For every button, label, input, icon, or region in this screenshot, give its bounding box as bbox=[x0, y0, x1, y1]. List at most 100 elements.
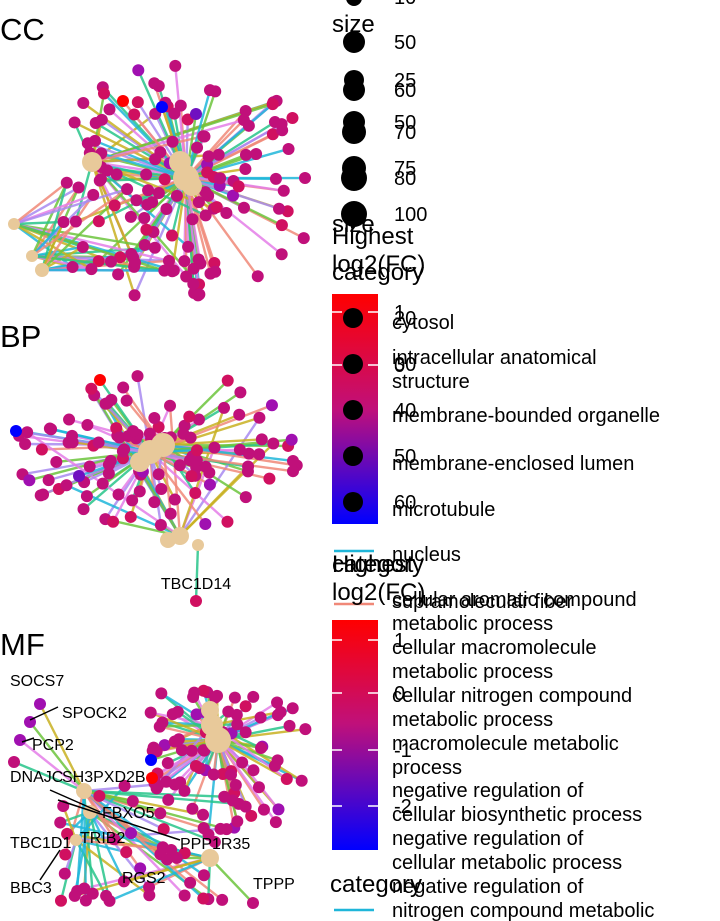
gene-node bbox=[231, 815, 244, 828]
gene-node bbox=[140, 223, 153, 236]
edge bbox=[83, 790, 191, 884]
gene-node bbox=[134, 862, 147, 875]
gene-label: TRIB2 bbox=[80, 830, 125, 847]
gene-node bbox=[283, 719, 296, 732]
gene-node bbox=[194, 257, 207, 270]
gene-label: TBC1D1 bbox=[10, 835, 71, 852]
edge bbox=[217, 738, 288, 781]
legend-category-item: structure bbox=[392, 371, 470, 393]
edge bbox=[29, 721, 85, 792]
gene-node bbox=[178, 889, 191, 902]
gene-node bbox=[21, 426, 34, 439]
gene-node bbox=[143, 427, 156, 440]
gene-label: SPOCK2 bbox=[62, 705, 127, 722]
gene-node bbox=[173, 459, 186, 472]
edge bbox=[31, 221, 65, 257]
gene-node bbox=[287, 454, 299, 467]
legend-category-item: membrane-enclosed lumen bbox=[392, 453, 634, 475]
gene-node bbox=[121, 183, 134, 196]
gene-node bbox=[108, 833, 121, 846]
gene-node bbox=[272, 803, 285, 816]
gene-node bbox=[117, 95, 129, 107]
gene-node bbox=[168, 493, 181, 506]
gene-node bbox=[216, 893, 229, 906]
legend-category-item: negative regulation of bbox=[392, 828, 584, 850]
gene-node bbox=[89, 134, 102, 147]
edge bbox=[73, 811, 92, 897]
gene-node bbox=[61, 827, 74, 840]
gene-node bbox=[232, 180, 245, 193]
legend-category-item: cellular aromatic compound bbox=[392, 589, 637, 611]
gene-node bbox=[257, 803, 270, 816]
gene-node bbox=[132, 64, 145, 77]
gene-node bbox=[158, 739, 171, 752]
gene-node bbox=[154, 807, 167, 820]
category-node bbox=[130, 452, 150, 472]
gene-node bbox=[149, 153, 162, 166]
gene-node bbox=[282, 142, 295, 155]
gene-node bbox=[266, 128, 279, 141]
gene-node bbox=[112, 488, 125, 501]
edge bbox=[185, 123, 283, 180]
gene-node bbox=[236, 756, 249, 769]
gene-node bbox=[171, 705, 184, 718]
gene-node bbox=[221, 374, 234, 387]
gene-node bbox=[184, 876, 197, 889]
category-node bbox=[160, 532, 176, 548]
legend-size-dot bbox=[346, 0, 362, 6]
gene-node bbox=[189, 760, 202, 773]
label-leader-line bbox=[21, 737, 35, 743]
legend-fc-tick-label: 0 bbox=[394, 683, 405, 705]
legend-size-label: 30 bbox=[394, 354, 416, 376]
gene-node bbox=[191, 141, 204, 154]
gene-node bbox=[275, 248, 288, 261]
edge bbox=[13, 186, 80, 226]
gene-node bbox=[128, 108, 141, 121]
gene-node bbox=[286, 112, 299, 125]
legend-size-dot bbox=[343, 31, 365, 53]
edge bbox=[211, 710, 281, 727]
edge bbox=[13, 222, 156, 249]
gene-node bbox=[59, 848, 72, 861]
category-node bbox=[169, 151, 191, 173]
gene-node bbox=[148, 496, 161, 509]
gene-node bbox=[186, 213, 199, 226]
gene-label: TPPP bbox=[253, 876, 295, 893]
gene-node bbox=[295, 774, 308, 787]
gene-node bbox=[127, 425, 140, 438]
gene-node bbox=[153, 720, 166, 733]
gene-node bbox=[89, 117, 102, 130]
gene-node bbox=[190, 108, 202, 120]
gene-node bbox=[80, 490, 93, 503]
gene-node bbox=[214, 172, 227, 185]
gene-node bbox=[54, 894, 67, 907]
gene-node bbox=[162, 793, 175, 806]
gene-node bbox=[199, 518, 212, 531]
gene-node bbox=[130, 194, 143, 207]
legend-fc-tick-label: 0 bbox=[394, 355, 405, 377]
gene-node bbox=[102, 458, 115, 471]
gene-node bbox=[208, 835, 221, 848]
legend-category-item: cellular nitrogen compound bbox=[392, 685, 632, 707]
edge bbox=[168, 405, 182, 537]
legend-category-item: cellular macromolecule bbox=[392, 637, 597, 659]
gene-node bbox=[190, 454, 203, 467]
gene-node bbox=[85, 382, 98, 395]
gene-node bbox=[162, 254, 175, 267]
gene-label: BBC3 bbox=[10, 880, 52, 897]
gene-node bbox=[138, 238, 151, 251]
legend-category-item: nucleus bbox=[392, 544, 461, 566]
gene-node bbox=[253, 448, 266, 461]
gene-node bbox=[164, 399, 177, 412]
edge bbox=[31, 245, 84, 258]
gene-node bbox=[142, 184, 155, 197]
gene-node bbox=[183, 410, 196, 423]
legend-category-item: process bbox=[392, 757, 462, 779]
gene-node bbox=[23, 474, 36, 487]
legend-category-item: metabolic process bbox=[392, 709, 553, 731]
edge bbox=[74, 161, 94, 222]
label-leader-line bbox=[29, 706, 59, 721]
edge bbox=[75, 838, 172, 852]
gene-node bbox=[197, 744, 210, 757]
